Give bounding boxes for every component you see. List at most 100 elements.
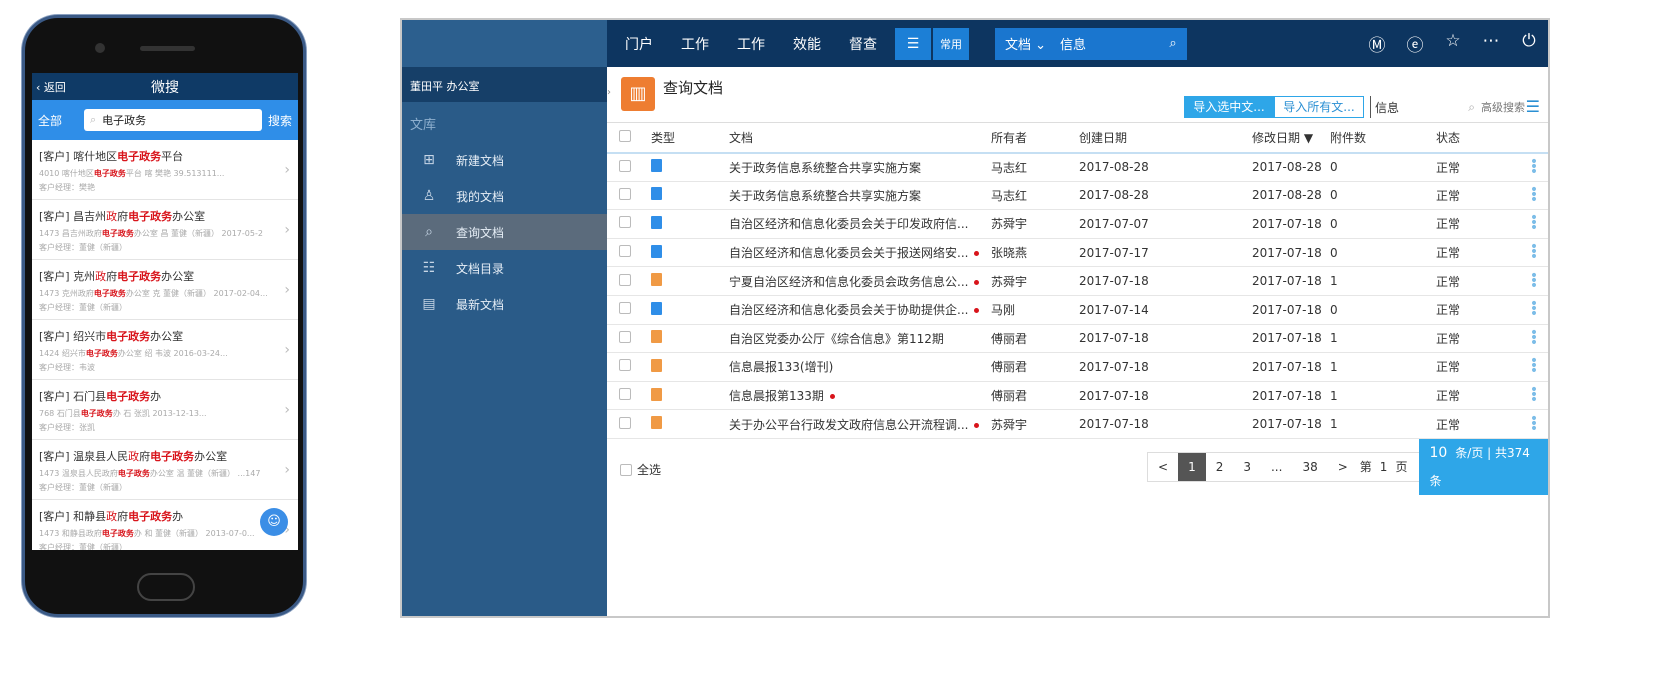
table-row[interactable]: 关于政务信息系统整合共享实施方案 马志红 2017-08-28 2017-08-28 0… xyxy=(607,152,1548,182)
col-owner[interactable]: 所有者 xyxy=(991,122,1079,154)
row-checkbox[interactable] xyxy=(619,416,631,429)
row-checkbox[interactable] xyxy=(619,330,631,343)
row-checkbox[interactable] xyxy=(619,388,631,401)
col-status[interactable]: 状态 xyxy=(1436,122,1516,154)
e-icon[interactable]: ⓔ xyxy=(1406,36,1424,56)
collapse-sidebar-icon[interactable]: › xyxy=(607,87,611,98)
row-menu-icon[interactable]: • • • xyxy=(1529,324,1539,351)
page-size-selector[interactable]: 10 条/页 | 共374条 xyxy=(1419,439,1548,495)
result-item[interactable]: [客户] 温泉县人民政府电子政务办公室 1473 温泉县人民政府电子政务办公室 温… xyxy=(32,440,298,500)
row-menu-icon[interactable]: • • • xyxy=(1529,296,1539,323)
sidebar-item[interactable]: ⊞ 新建文档 xyxy=(402,142,607,178)
header-checkbox[interactable] xyxy=(619,129,631,142)
filter-input[interactable]: 信息 ⌕ 高级搜索 xyxy=(1370,96,1525,118)
table-row[interactable]: 自治区经济和信息化委员会关于印发政府信... 苏舜宇 2017-07-07 2017-… xyxy=(607,209,1548,239)
sidebar-item[interactable]: ♙ 我的文档 xyxy=(402,178,607,214)
advanced-search-link[interactable]: 高级搜索 xyxy=(1481,101,1525,114)
star-icon[interactable]: ☆ xyxy=(1445,31,1461,51)
page-button[interactable]: 1 xyxy=(1178,453,1206,481)
table-row[interactable]: 信息晨报第133期 傅丽君 2017-07-18 2017-07-18 1 正常 • • • xyxy=(607,381,1548,411)
common-button[interactable]: 常用 xyxy=(933,27,969,60)
row-menu-icon[interactable]: • • • xyxy=(1529,382,1539,409)
global-search-input[interactable]: 信息 xyxy=(1060,38,1087,53)
col-modified[interactable]: 修改日期 ▼ xyxy=(1252,122,1330,154)
back-button[interactable]: ‹ 返回 xyxy=(36,80,66,94)
result-item[interactable]: [客户] 绍兴市电子政务办公室 1424 绍兴市电子政务办公室 绍 韦波 2016… xyxy=(32,320,298,380)
result-item[interactable]: [客户] 石门县电子政务办 768 石门县电子政务办 石 张凯 2013-12-1… xyxy=(32,380,298,440)
page-button[interactable]: 3 xyxy=(1243,460,1251,474)
table-row[interactable]: 关于政务信息系统整合共享实施方案 马志红 2017-08-28 2017-08-28 0… xyxy=(607,181,1548,211)
search-icon[interactable]: ⌕ xyxy=(1468,99,1475,114)
attachment-count: 1 xyxy=(1330,352,1436,382)
sidebar-item[interactable]: ⌕ 查询文档 xyxy=(402,214,607,250)
doc-title-link[interactable]: 关于办公平台行政发文政府信息公开流程调... xyxy=(729,417,969,432)
row-checkbox[interactable] xyxy=(619,159,631,172)
row-menu-icon[interactable]: • • • xyxy=(1529,181,1539,208)
row-checkbox[interactable] xyxy=(619,302,631,315)
row-menu-icon[interactable]: • • • xyxy=(1529,267,1539,294)
col-attachments[interactable]: 附件数 xyxy=(1330,122,1436,154)
row-checkbox[interactable] xyxy=(619,187,631,200)
row-checkbox[interactable] xyxy=(619,216,631,229)
phone-search-input[interactable]: ⌕ 电子政务 xyxy=(84,109,262,131)
search-scope-dropdown[interactable]: 文档 ⌄ xyxy=(1005,38,1047,53)
table-row[interactable]: 自治区经济和信息化委员会关于报送网络安... 张晓燕 2017-07-17 2017-… xyxy=(607,238,1548,268)
doc-title-link[interactable]: 宁夏自治区经济和信息化委员会政务信息公... xyxy=(729,274,969,289)
next-page-button[interactable]: > xyxy=(1337,460,1348,474)
result-item[interactable]: [客户] 克州政府电子政务办公室 1473 克州政府电子政务办公室 克 董健（新疆… xyxy=(32,260,298,320)
doc-title-link[interactable]: 关于政务信息系统整合共享实施方案 xyxy=(729,160,922,175)
camera xyxy=(95,43,105,53)
nav-item[interactable]: 效能 xyxy=(793,36,821,53)
doc-title-link[interactable]: 自治区经济和信息化委员会关于印发政府信... xyxy=(729,217,969,232)
col-created[interactable]: 创建日期 xyxy=(1079,122,1252,154)
power-icon[interactable]: ⏻ xyxy=(1522,31,1536,51)
owner: 张晓燕 xyxy=(991,238,1079,268)
doc-title-link[interactable]: 自治区党委办公厅《综合信息》第112期 xyxy=(729,331,944,346)
sidebar-item[interactable]: ☷ 文档目录 xyxy=(402,250,607,286)
sidebar-item[interactable]: ▤ 最新文档 xyxy=(402,286,607,322)
row-checkbox[interactable] xyxy=(619,359,631,372)
table-row[interactable]: 宁夏自治区经济和信息化委员会政务信息公... 苏舜宇 2017-07-18 2017-… xyxy=(607,266,1548,296)
hamburger-icon[interactable]: ☰ xyxy=(895,27,931,60)
nav-item[interactable]: 工作 xyxy=(681,36,709,53)
search-icon[interactable]: ⌕ xyxy=(1169,36,1177,51)
more-icon[interactable]: ⋯ xyxy=(1482,31,1500,51)
doc-title-link[interactable]: 信息晨报第133期 xyxy=(729,389,824,404)
result-item[interactable]: [客户] 喀什地区电子政务平台 4010 喀什地区电子政务平台 喀 樊艳 39.5… xyxy=(32,140,298,200)
row-menu-icon[interactable]: • • • xyxy=(1529,239,1539,266)
row-menu-icon[interactable]: • • • xyxy=(1529,210,1539,237)
doc-title-link[interactable]: 信息晨报133(增刊) xyxy=(729,360,834,375)
row-checkbox[interactable] xyxy=(619,273,631,286)
doc-title-link[interactable]: 自治区经济和信息化委员会关于报送网络安... xyxy=(729,246,969,261)
nav-item[interactable]: 门户 xyxy=(625,36,653,53)
import-selected-button[interactable]: 导入选中文... xyxy=(1184,96,1274,118)
row-menu-icon[interactable]: • • • xyxy=(1529,353,1539,380)
goto-page-input[interactable]: 1 xyxy=(1379,460,1388,474)
row-menu-icon[interactable]: • • • xyxy=(1529,410,1539,437)
page-button[interactable]: ... xyxy=(1270,460,1283,474)
table-row[interactable]: 关于办公平台行政发文政府信息公开流程调... 苏舜宇 2017-07-18 2017-… xyxy=(607,409,1548,439)
row-checkbox[interactable] xyxy=(619,245,631,258)
scope-selector[interactable]: 全部 xyxy=(38,113,63,128)
table-row[interactable]: 自治区党委办公厅《综合信息》第112期 傅丽君 2017-07-18 2017-07-… xyxy=(607,324,1548,354)
col-doc[interactable]: 文档 xyxy=(729,122,991,154)
page-button[interactable]: 38 xyxy=(1302,460,1318,474)
nav-item[interactable]: 工作 xyxy=(737,36,765,53)
col-type[interactable]: 类型 xyxy=(651,122,729,154)
import-all-button[interactable]: 导入所有文... xyxy=(1274,96,1364,118)
chat-fab-icon[interactable]: ☺ xyxy=(260,508,288,536)
phone-search-button[interactable]: 搜索 xyxy=(267,113,292,128)
row-menu-icon[interactable]: • • • xyxy=(1529,153,1539,180)
select-all-checkbox[interactable] xyxy=(620,463,632,476)
m-icon[interactable]: Ⓜ xyxy=(1368,36,1386,56)
doc-title-link[interactable]: 自治区经济和信息化委员会关于协助提供企... xyxy=(729,303,969,318)
table-row[interactable]: 信息晨报133(增刊) 傅丽君 2017-07-18 2017-07-18 1 正常 • • • xyxy=(607,352,1548,382)
result-item[interactable]: [客户] 昌吉州政府电子政务办公室 1473 昌吉州政府电子政务办公室 昌 董健（… xyxy=(32,200,298,260)
nav-item[interactable]: 督查 xyxy=(849,36,877,53)
doc-title-link[interactable]: 关于政务信息系统整合共享实施方案 xyxy=(729,188,922,203)
result-item[interactable]: [客户] 和静县政府电子政务办 1473 和静县政府电子政务办 和 董健（新疆） … xyxy=(32,500,298,550)
list-view-icon[interactable]: ☰ xyxy=(1525,97,1540,116)
page-button[interactable]: 2 xyxy=(1215,460,1224,474)
table-row[interactable]: 自治区经济和信息化委员会关于协助提供企... 马刚 2017-07-14 2017-0… xyxy=(607,295,1548,325)
prev-page-button[interactable]: < xyxy=(1158,460,1169,474)
